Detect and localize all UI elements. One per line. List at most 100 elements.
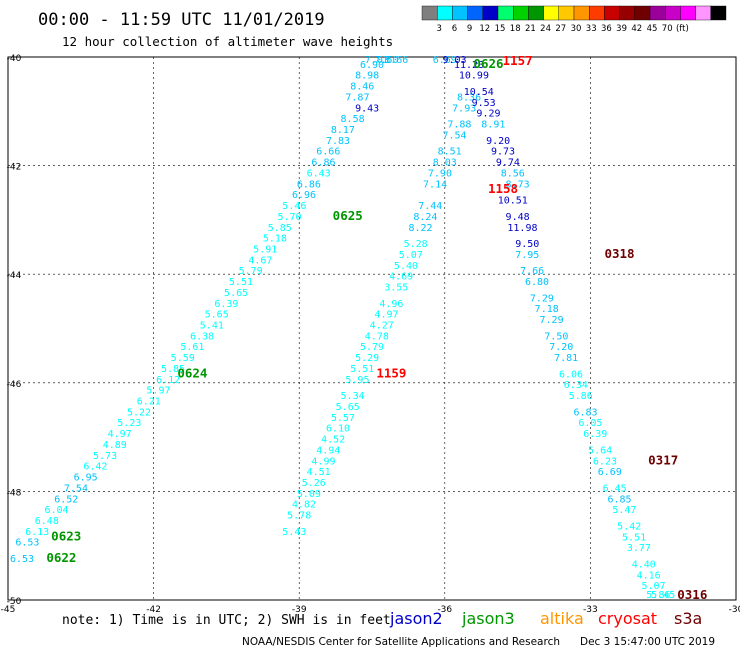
swh-value: 5.97 <box>146 386 170 397</box>
x-tick-label: -45 <box>1 605 16 615</box>
time-label: 0624 <box>177 365 207 380</box>
swh-value: 10.99 <box>459 71 489 82</box>
legend-altika: altika <box>540 609 584 628</box>
swh-value: 9.03 <box>442 55 466 66</box>
swh-value: 7.81 <box>554 353 578 364</box>
swh-value: 4.40 <box>632 559 656 570</box>
colorbar-label: 12 <box>479 24 490 34</box>
swh-value: 5.79 <box>239 266 263 277</box>
swh-value: 6.39 <box>583 429 607 440</box>
y-tick-label: -48 <box>7 488 22 498</box>
colorbar-label: 30 <box>571 24 582 34</box>
y-tick-label: -50 <box>7 597 22 607</box>
swh-value: 5.43 <box>282 527 306 538</box>
swh-value: 6.12 <box>156 375 180 386</box>
time-label: 1157 <box>503 53 533 68</box>
colorbar-label: 39 <box>616 24 627 34</box>
swh-value: 5.78 <box>287 511 311 522</box>
map-subtitle: 12 hour collection of altimeter wave hei… <box>62 34 393 49</box>
legend-cryosat: cryosat <box>598 609 657 628</box>
swh-value: 8.58 <box>341 114 365 125</box>
swh-value: 10.51 <box>498 196 528 207</box>
swh-value: 9.48 <box>506 212 530 223</box>
swh-value: 8.91 <box>481 120 505 131</box>
colorbar-swatch <box>589 5 605 21</box>
swh-value: 9.20 <box>486 136 510 147</box>
legend-s3a: s3a <box>674 609 702 628</box>
swh-value: 6.85 <box>607 494 631 505</box>
swh-value: 5.95 <box>345 375 369 386</box>
colorbar-label: 27 <box>555 24 566 34</box>
swh-value: 8.17 <box>331 125 355 136</box>
swh-value: 6.43 <box>307 168 331 179</box>
swh-value: 7.83 <box>326 136 350 147</box>
swh-value: 6.96 <box>292 190 316 201</box>
swh-value: 6.83 <box>573 407 597 418</box>
axis-ticks: -45 -42 -39 -36 -33 -30 -40 -42 -44 -46 -48 -50 <box>1 54 740 615</box>
swh-value: 7.14 <box>423 179 447 190</box>
swh-value: 9.74 <box>496 158 520 169</box>
swh-value: 6.66 <box>316 147 340 158</box>
swh-value: 8.22 <box>408 223 432 234</box>
legend-jason3: jason3 <box>461 609 515 628</box>
swh-value: 6.42 <box>83 462 107 473</box>
swh-value: 6.34 <box>564 380 588 391</box>
swh-value: 4.52 <box>321 435 345 446</box>
swh-value: 7.29 <box>540 315 564 326</box>
y-tick-label: -44 <box>7 271 22 281</box>
swh-value: 8.51 <box>438 147 462 158</box>
time-label: 0318 <box>604 246 634 261</box>
colorbar-label: 24 <box>540 24 551 34</box>
swh-value: 6.04 <box>44 505 68 516</box>
swh-value: 9.53 <box>472 98 496 109</box>
colorbar-swatch <box>497 5 514 21</box>
swh-value: 6.05 <box>578 418 602 429</box>
swh-value: 6.86 <box>297 179 321 190</box>
swh-value: 4.51 <box>307 467 331 478</box>
swh-value: 7.88 <box>447 120 471 131</box>
swh-value: 5.51 <box>229 277 253 288</box>
units-note: note: 1) Time is in UTC; 2) SWH is in fe… <box>62 613 391 628</box>
colorbar-label: 15 <box>495 24 506 34</box>
time-label: 0622 <box>46 550 76 565</box>
swh-value: 5.09 <box>297 489 321 500</box>
swh-value: 7.50 <box>544 331 568 342</box>
swh-value: 8.66 <box>384 55 408 66</box>
swh-value: 5.29 <box>355 353 379 364</box>
swh-value: 5.65 <box>224 288 248 299</box>
swh-value: 5.86 <box>569 391 593 402</box>
swh-value: 7.18 <box>535 304 559 315</box>
swh-value: 4.99 <box>311 456 335 467</box>
swh-value: 7.95 <box>515 250 539 261</box>
satellite-legend: jason2 jason3 altika cryosat s3a <box>389 609 702 628</box>
colorbar-label: 3 <box>436 24 441 34</box>
swh-value: 7.90 <box>428 168 452 179</box>
time-labels: 0622 0623 0624 0625 0626 1157 1158 1159 0318 0317… <box>46 53 707 602</box>
swh-value: 6.38 <box>190 331 214 342</box>
colorbar-swatch <box>634 5 651 21</box>
swh-value: 4.89 <box>103 440 127 451</box>
time-label: 0626 <box>473 56 503 71</box>
swh-value: 7.66 <box>520 266 544 277</box>
color-scale-bar: 3 6 9 12 15 18 21 24 27 30 33 36 39 42 45 70 (ft) <box>421 5 727 34</box>
timestamp-text: Dec 3 15:47:00 UTC 2019 <box>580 636 715 648</box>
swh-value: 5.41 <box>200 321 224 332</box>
swh-value: 6.39 <box>214 299 238 310</box>
swh-value: 9.73 <box>491 147 515 158</box>
swh-value: 8.03 <box>433 158 457 169</box>
swh-value: 4.97 <box>108 429 132 440</box>
swh-value: 7.54 <box>442 130 466 141</box>
swh-value: 7.44 <box>418 201 442 212</box>
swh-value: 11.23 <box>454 60 484 71</box>
swh-value: 6.53 <box>10 554 34 565</box>
swh-value: 6.86 <box>311 158 335 169</box>
colorbar-label: 70 <box>662 24 673 34</box>
swh-value: 6.21 <box>137 397 161 408</box>
swh-value: 4.69 <box>389 272 413 283</box>
colorbar-swatch <box>467 5 484 21</box>
plot-area: -45 -42 -39 -36 -33 -30 -40 -42 -44 -46 -48 -50 6.5… <box>1 53 740 615</box>
x-tick-label: -30 <box>729 605 740 615</box>
x-tick-label: -42 <box>146 605 161 615</box>
swh-value: 5.34 <box>341 391 365 402</box>
swh-value: 4.27 <box>370 321 394 332</box>
